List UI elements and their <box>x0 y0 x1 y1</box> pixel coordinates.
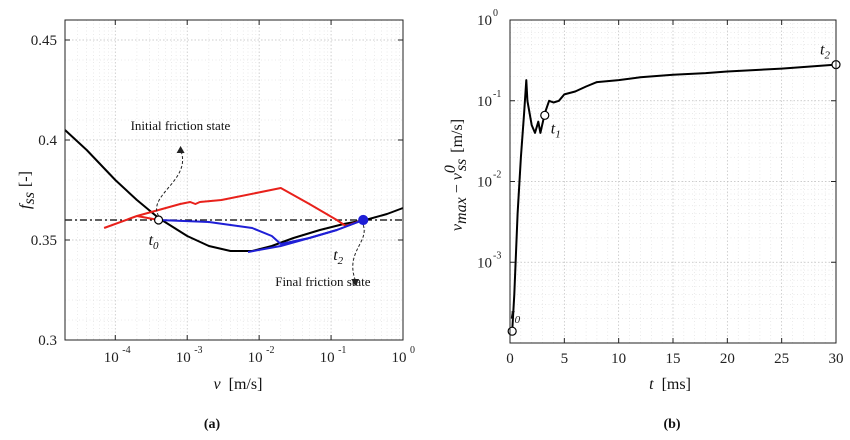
panel-b-marker-sub-0: 0 <box>515 314 521 326</box>
panel-b-marker-sub-2: 2 <box>824 50 830 62</box>
panel-b-caption: (b) <box>663 417 680 432</box>
panel-b-ytick-exp: -3 <box>493 250 501 261</box>
panel-a-t0-label: t0 <box>149 232 159 252</box>
panel-b-ytick-exp: 0 <box>493 8 498 19</box>
panel-b-ytick-label: 10 <box>477 94 492 110</box>
panel-b-xtick-label: 15 <box>666 351 681 367</box>
panel-a-final-arrowhead <box>351 279 360 286</box>
panel-a-xtick-exp: -2 <box>266 345 274 356</box>
panel-b-ylabel: vmax−v0ss[m/s] <box>442 119 470 231</box>
panel-a-markers <box>153 214 369 226</box>
panel-a-series-line-0 <box>64 129 404 252</box>
panel-a-xlabel: v [m/s] <box>214 376 263 393</box>
panel-b-series-line-0 <box>511 63 837 332</box>
panel-b-series <box>511 63 837 332</box>
panel-a-marker-0 <box>153 215 164 225</box>
panel-a-ytick-label: 0.45 <box>31 33 57 49</box>
panel-a-xtick-label: 10 <box>248 350 263 366</box>
panel-a-t0-sub: 0 <box>153 240 159 252</box>
panel-a-annotations: t0 t2 Initial friction state Final friction… <box>131 118 371 289</box>
panel-a-ticks: 10 -4 10 -3 10 -2 10 -1 10 00.30.350.40.45 <box>31 20 415 366</box>
panel-a-frame <box>64 19 404 341</box>
panel-b-xtick-label: 20 <box>720 351 735 367</box>
panel-a-xtick-label: 10 <box>392 350 407 366</box>
panel-a-xtick-exp: -3 <box>194 345 202 356</box>
panel-b-marker-label-2: t2 <box>820 42 830 62</box>
panel-a-xtick-label: 10 <box>320 350 335 366</box>
panel-b-grid <box>509 19 837 344</box>
panel-b-xtick-label: 10 <box>611 351 626 367</box>
panel-a-ytick-label: 0.4 <box>38 133 57 149</box>
panel-b-xtick-label: 5 <box>561 351 569 367</box>
panel-b-ytick-label: 10 <box>477 13 492 29</box>
panel-a-initial-leader <box>156 149 184 217</box>
panel-b-marker-sub-1: 1 <box>555 128 561 140</box>
panel-a-initial-arrowhead <box>176 146 185 153</box>
panel-a-xtick-label: 10 <box>104 350 119 366</box>
panel-b-marker-0 <box>507 326 517 336</box>
panel-a-xtick-exp: -4 <box>122 345 130 356</box>
panel-b-xtick-label: 30 <box>829 351 844 367</box>
panel-b-markers: t0 t1 t2 <box>507 42 841 336</box>
panel-b-ytick-label: 10 <box>477 255 492 271</box>
panel-a-marker-1 <box>358 214 369 226</box>
panel-b-marker-label-1: t1 <box>551 120 561 140</box>
panel-a-final-label: Final friction state <box>275 274 371 289</box>
panel-b-xlabel: t [ms] <box>649 376 691 393</box>
panel-b-ytick-exp: -1 <box>493 89 501 100</box>
panel-b-ytick-label: 10 <box>477 175 492 191</box>
panel-a-ytick-label: 0.3 <box>38 333 57 349</box>
panel-a-ylabel: fss[-] <box>17 171 38 209</box>
panel-b-xtick-label: 25 <box>774 351 789 367</box>
panel-a-grid <box>64 19 404 341</box>
panel-a-caption: (a) <box>204 417 221 432</box>
panel-b-marker-1 <box>540 110 550 120</box>
panel-a-initial-label: Initial friction state <box>131 118 231 133</box>
panel-a-t2-label: t2 <box>333 247 343 267</box>
panel-a-final-leader <box>352 224 365 281</box>
panel-b-ytick-exp: -2 <box>493 170 501 181</box>
panel-a-t2-sub: 2 <box>338 255 344 267</box>
panel-a-xtick-label: 10 <box>176 350 191 366</box>
panel-b-xtick-label: 0 <box>506 351 514 367</box>
panel-b-marker-label-0: t0 <box>510 306 520 326</box>
panel-a-series <box>64 129 404 253</box>
panel-a-chart: t0 t2 Initial friction state Final friction… <box>17 19 415 432</box>
panel-a-ytick-label: 0.35 <box>31 233 57 249</box>
panel-a-xtick-exp: -1 <box>338 345 346 356</box>
panel-a-xtick-exp: 0 <box>410 345 415 356</box>
panel-a-series-line-5 <box>247 219 364 253</box>
panel-a-series-line-2 <box>103 187 364 229</box>
